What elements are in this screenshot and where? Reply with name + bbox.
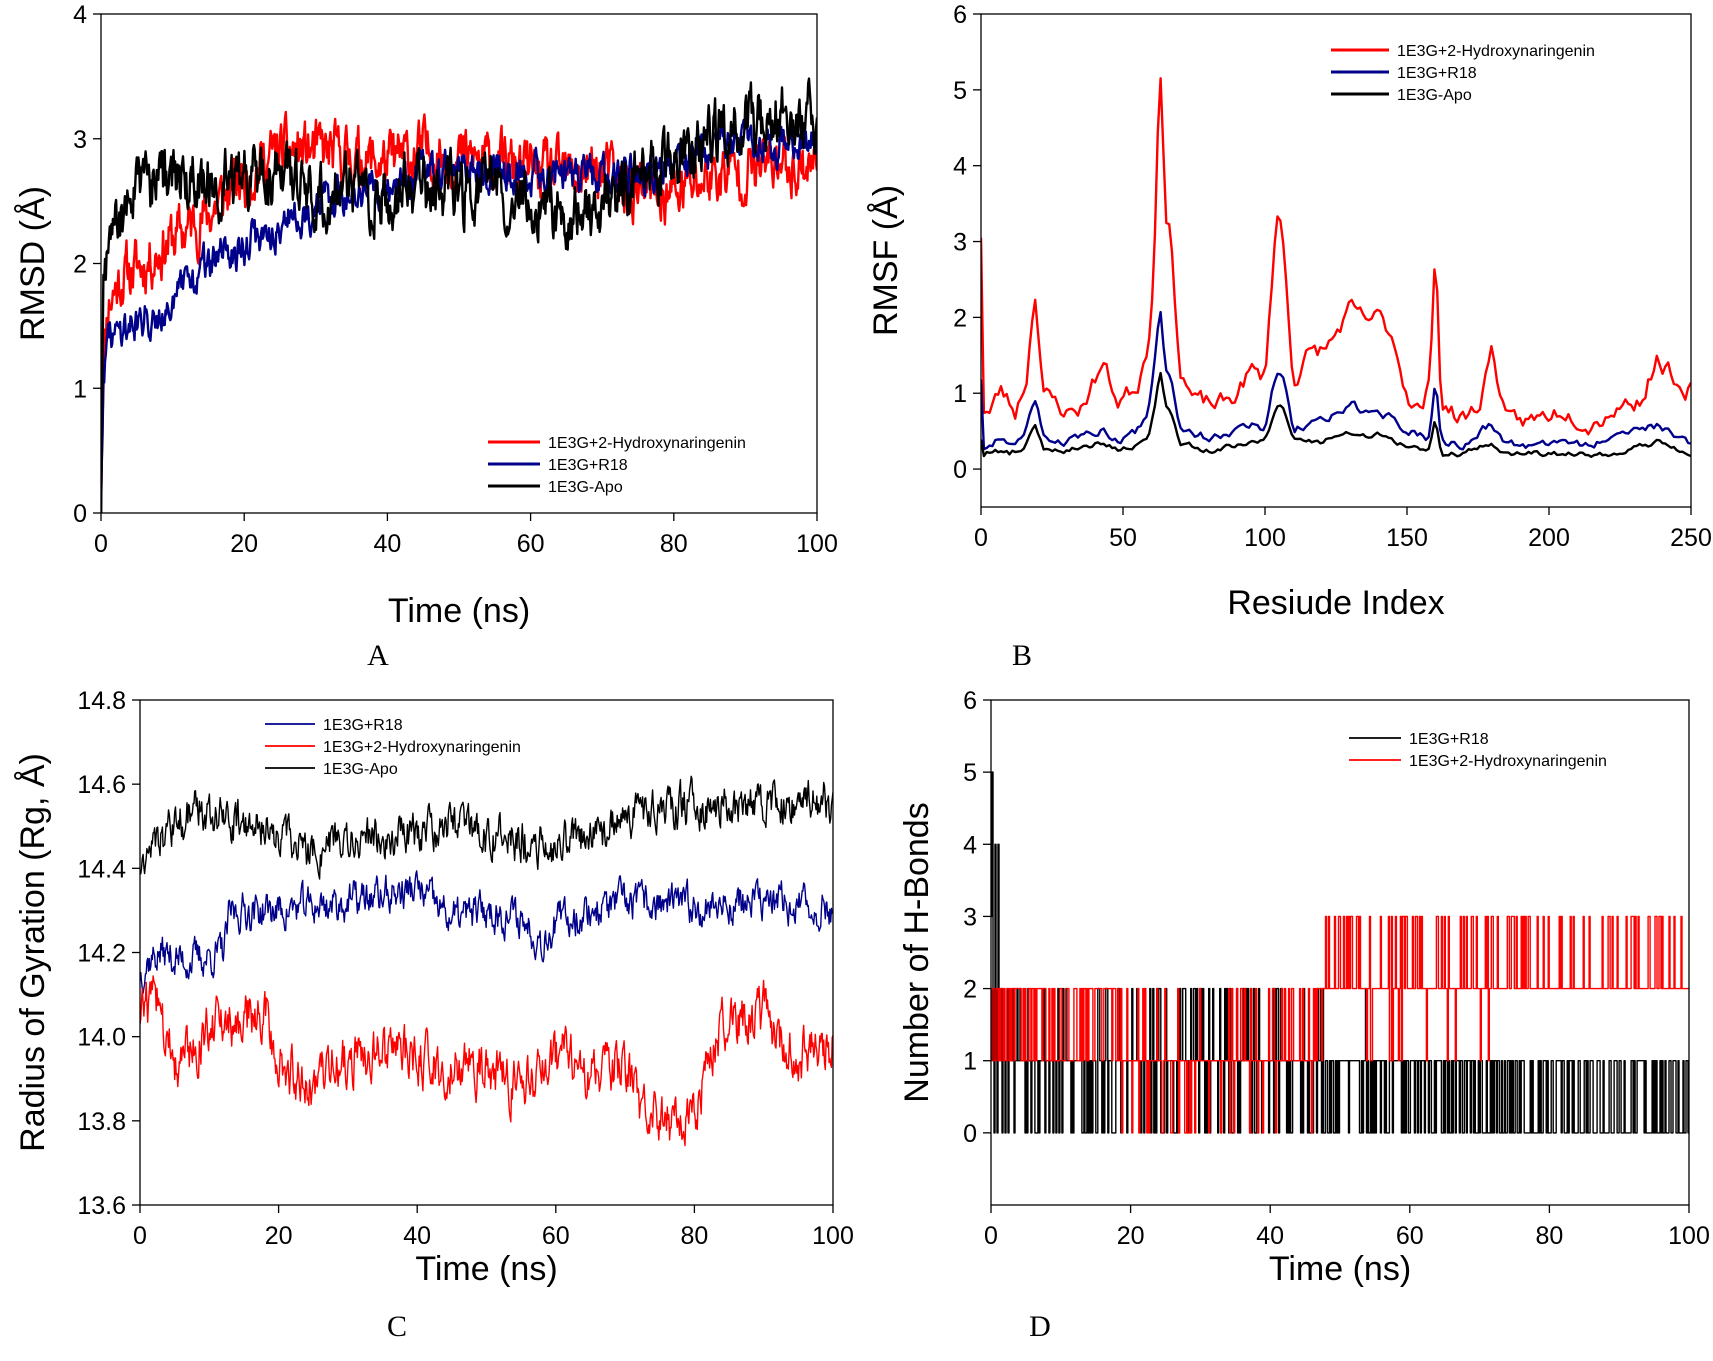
legend-label: 1E3G+2-Hydroxynaringenin bbox=[1409, 753, 1607, 770]
y-tick-label: 0 bbox=[73, 500, 87, 528]
legend-label: 1E3G-Apo bbox=[323, 761, 398, 778]
legend: 1E3G+2-Hydroxynaringenin 1E3G+R18 1E3G-Apo bbox=[1331, 43, 1595, 104]
y-tick-label: 4 bbox=[953, 153, 967, 181]
chart-panel-c: 0 20 40 60 80 100 13.6 13.8 14.0 14.2 14.4 14.6 14.8… bbox=[14, 687, 854, 1343]
x-tick-label: 60 bbox=[1396, 1222, 1424, 1250]
x-tick-label: 250 bbox=[1670, 524, 1712, 552]
x-axis-title: Time (ns) bbox=[415, 1250, 557, 1288]
x-tick-label: 20 bbox=[265, 1222, 293, 1250]
x-tick-label: 100 bbox=[1668, 1222, 1710, 1250]
series-line-1e3g-2-hydroxynaringenin bbox=[101, 110, 817, 513]
series-line-1e3g-r18 bbox=[981, 310, 1691, 451]
panel-label: B bbox=[1012, 639, 1032, 672]
legend-label: 1E3G+2-Hydroxynaringenin bbox=[323, 739, 521, 756]
x-tick-label: 100 bbox=[812, 1222, 854, 1250]
x-tick-label: 0 bbox=[133, 1222, 147, 1250]
y-tick-label: 14.2 bbox=[77, 940, 126, 968]
x-tick-label: 40 bbox=[403, 1222, 431, 1250]
plot-frame bbox=[139, 699, 834, 1206]
y-tick-label: 5 bbox=[953, 77, 967, 105]
y-tick-label: 4 bbox=[73, 1, 87, 29]
y-tick-label: 2 bbox=[73, 251, 87, 279]
y-tick-label: 14.0 bbox=[77, 1024, 126, 1052]
x-tick-label: 0 bbox=[974, 524, 988, 552]
legend-label: 1E3G-Apo bbox=[1397, 87, 1472, 104]
legend-label: 1E3G+R18 bbox=[548, 457, 628, 474]
x-tick-label: 150 bbox=[1386, 524, 1428, 552]
y-tick-label: 3 bbox=[963, 903, 977, 931]
y-axis-title: Radius of Gyration (Rg, Å) bbox=[14, 753, 52, 1152]
y-axis-title: RMSF (Å) bbox=[867, 185, 905, 336]
x-tick-label: 20 bbox=[1117, 1222, 1145, 1250]
chart-panel-d: 0 20 40 60 80 100 0 1 2 3 4 5 6 Time (ns) Number of H-… bbox=[898, 687, 1710, 1343]
chart-panel-a: 0 20 40 60 80 100 0 1 2 3 4 Time (ns) RMSD (Å) 1E3G+2… bbox=[14, 1, 838, 672]
x-tick-label: 80 bbox=[1535, 1222, 1563, 1250]
legend-label: 1E3G+R18 bbox=[1397, 65, 1477, 82]
series-line-1e3g-2-hydroxynaringenin bbox=[140, 975, 833, 1147]
x-tick-label: 100 bbox=[1244, 524, 1286, 552]
y-tick-label: 13.8 bbox=[77, 1108, 126, 1136]
panel-label: A bbox=[367, 639, 389, 672]
y-tick-label: 13.6 bbox=[77, 1192, 126, 1220]
y-tick-label: 4 bbox=[963, 831, 977, 859]
y-tick-label: 0 bbox=[963, 1120, 977, 1148]
y-axis-title: RMSD (Å) bbox=[14, 186, 52, 341]
x-tick-label: 80 bbox=[680, 1222, 708, 1250]
y-tick-label: 2 bbox=[963, 976, 977, 1004]
y-tick-label: 1 bbox=[953, 380, 967, 408]
y-tick-label: 1 bbox=[73, 375, 87, 403]
x-tick-label: 60 bbox=[542, 1222, 570, 1250]
series-line-1e3g-apo bbox=[140, 775, 833, 880]
x-tick-label: 20 bbox=[230, 530, 258, 558]
legend: 1E3G+R18 1E3G+2-Hydroxynaringenin bbox=[1349, 731, 1607, 770]
x-axis-title: Resiude Index bbox=[1227, 584, 1444, 622]
panel-label: D bbox=[1029, 1310, 1051, 1343]
y-tick-label: 6 bbox=[963, 687, 977, 715]
y-axis-title: Number of H-Bonds bbox=[898, 802, 936, 1102]
chart-panel-b: 0 50 100 150 200 250 0 1 2 3 4 5 6 Resiude Index RMSF … bbox=[867, 1, 1712, 672]
legend-label: 1E3G-Apo bbox=[548, 479, 623, 496]
y-tick-label: 14.4 bbox=[77, 855, 126, 883]
x-tick-label: 100 bbox=[796, 530, 838, 558]
series-line-1e3g-apo bbox=[101, 77, 817, 513]
plot-frame bbox=[980, 13, 1692, 508]
x-tick-label: 80 bbox=[660, 530, 688, 558]
legend-label: 1E3G+R18 bbox=[1409, 731, 1489, 748]
x-tick-label: 40 bbox=[1256, 1222, 1284, 1250]
x-tick-label: 200 bbox=[1528, 524, 1570, 552]
legend-label: 1E3G+R18 bbox=[323, 717, 403, 734]
x-tick-label: 50 bbox=[1109, 524, 1137, 552]
x-tick-label: 0 bbox=[984, 1222, 998, 1250]
y-tick-label: 6 bbox=[953, 1, 967, 29]
x-tick-label: 0 bbox=[94, 530, 108, 558]
series-line-1e3g-2-hydroxynaringenin bbox=[981, 77, 1691, 436]
series-line-1e3g-r18 bbox=[140, 870, 833, 994]
x-axis-title: Time (ns) bbox=[1269, 1250, 1411, 1288]
y-tick-label: 0 bbox=[953, 456, 967, 484]
legend: 1E3G+2-Hydroxynaringenin 1E3G+R18 1E3G-Apo bbox=[488, 435, 746, 496]
y-tick-label: 3 bbox=[953, 229, 967, 257]
x-tick-label: 40 bbox=[373, 530, 401, 558]
y-tick-label: 14.8 bbox=[77, 687, 126, 715]
y-tick-label: 5 bbox=[963, 759, 977, 787]
legend: 1E3G+R18 1E3G+2-Hydroxynaringenin 1E3G-Apo bbox=[265, 717, 521, 778]
legend-label: 1E3G+2-Hydroxynaringenin bbox=[1397, 43, 1595, 60]
series-group bbox=[101, 77, 817, 513]
legend-label: 1E3G+2-Hydroxynaringenin bbox=[548, 435, 746, 452]
x-axis-title: Time (ns) bbox=[388, 592, 530, 630]
series-line-1e3g-apo bbox=[981, 371, 1691, 458]
x-tick-label: 60 bbox=[517, 530, 545, 558]
y-tick-label: 3 bbox=[73, 126, 87, 154]
series-line-1e3g-2-hydroxynaringenin bbox=[991, 915, 1689, 1134]
y-tick-label: 1 bbox=[963, 1048, 977, 1076]
plot-frame bbox=[990, 699, 1690, 1206]
y-tick-label: 14.6 bbox=[77, 771, 126, 799]
y-tick-label: 2 bbox=[953, 304, 967, 332]
panel-label: C bbox=[387, 1310, 407, 1343]
series-group bbox=[140, 775, 833, 1147]
series-group bbox=[981, 77, 1691, 458]
series-group bbox=[991, 771, 1689, 1134]
